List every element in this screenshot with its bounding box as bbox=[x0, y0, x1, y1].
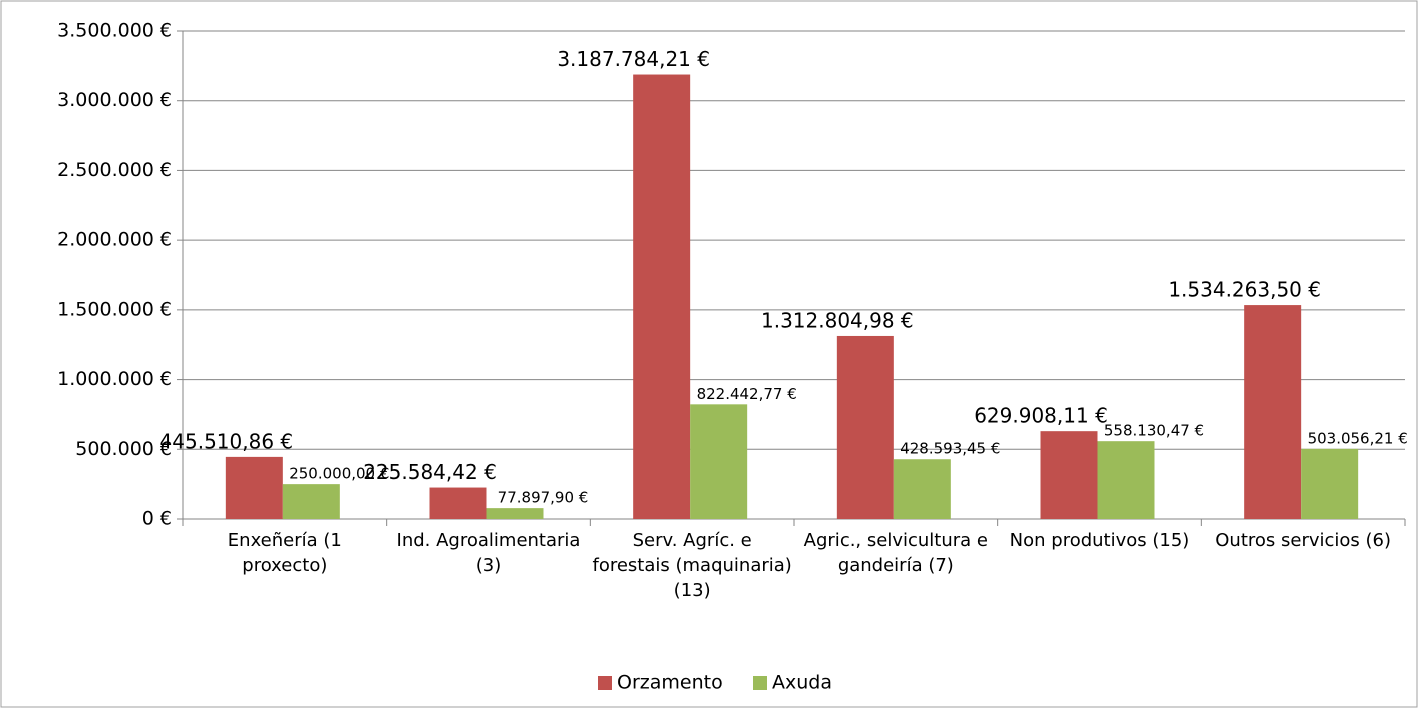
data-label: 822.442,77 € bbox=[697, 385, 797, 403]
y-tick-label: 3.000.000 € bbox=[57, 89, 172, 111]
data-label: 225.584,42 € bbox=[363, 460, 497, 484]
y-tick-label: 1.000.000 € bbox=[57, 368, 172, 390]
data-label: 428.593,45 € bbox=[900, 440, 1000, 458]
bar bbox=[690, 404, 748, 519]
bar bbox=[633, 74, 691, 519]
y-tick-label: 1.500.000 € bbox=[57, 298, 172, 320]
y-tick-label: 2.000.000 € bbox=[57, 229, 172, 251]
bar bbox=[1040, 431, 1098, 519]
y-tick-label: 500.000 € bbox=[75, 438, 172, 460]
data-label: 3.187.784,21 € bbox=[557, 47, 710, 71]
legend-swatch bbox=[753, 676, 767, 690]
bar bbox=[1097, 441, 1155, 519]
x-tick-label: Ind. Agroalimentaria (3) bbox=[396, 530, 581, 576]
y-tick-label: 3.500.000 € bbox=[57, 20, 172, 42]
x-tick-label: Serv. Agríc. e forestais (maquinaria) (1… bbox=[592, 530, 792, 601]
legend-swatch bbox=[598, 676, 612, 690]
data-label: 77.897,90 € bbox=[498, 489, 589, 507]
legend-label: Orzamento bbox=[617, 672, 723, 694]
bar bbox=[1301, 448, 1359, 519]
x-tick-label: Enxeñería (1 proxecto) bbox=[227, 530, 342, 576]
x-tick-label: Non produtivos (15) bbox=[1009, 530, 1190, 551]
bar bbox=[1244, 305, 1302, 519]
bar bbox=[225, 456, 283, 519]
data-label: 1.312.804,98 € bbox=[761, 308, 914, 332]
bar bbox=[893, 459, 951, 519]
data-label: 1.534.263,50 € bbox=[1168, 278, 1321, 302]
data-label: 558.130,47 € bbox=[1104, 422, 1204, 440]
bar bbox=[429, 487, 487, 519]
y-tick-label: 0 € bbox=[142, 508, 172, 530]
y-tick-label: 2.500.000 € bbox=[57, 159, 172, 181]
data-label: 250.000,00 € bbox=[289, 465, 389, 483]
x-tick-label: Agric., selvicultura e gandeiría (7) bbox=[803, 530, 988, 576]
bar bbox=[486, 508, 544, 519]
data-label: 445.510,86 € bbox=[160, 429, 294, 453]
bar bbox=[836, 335, 894, 519]
x-tick-label: Outros servicios (6) bbox=[1215, 530, 1392, 551]
bar bbox=[282, 484, 340, 519]
legend-label: Axuda bbox=[772, 672, 832, 694]
data-label: 503.056,21 € bbox=[1308, 429, 1408, 447]
data-label: 629.908,11 € bbox=[974, 404, 1108, 428]
